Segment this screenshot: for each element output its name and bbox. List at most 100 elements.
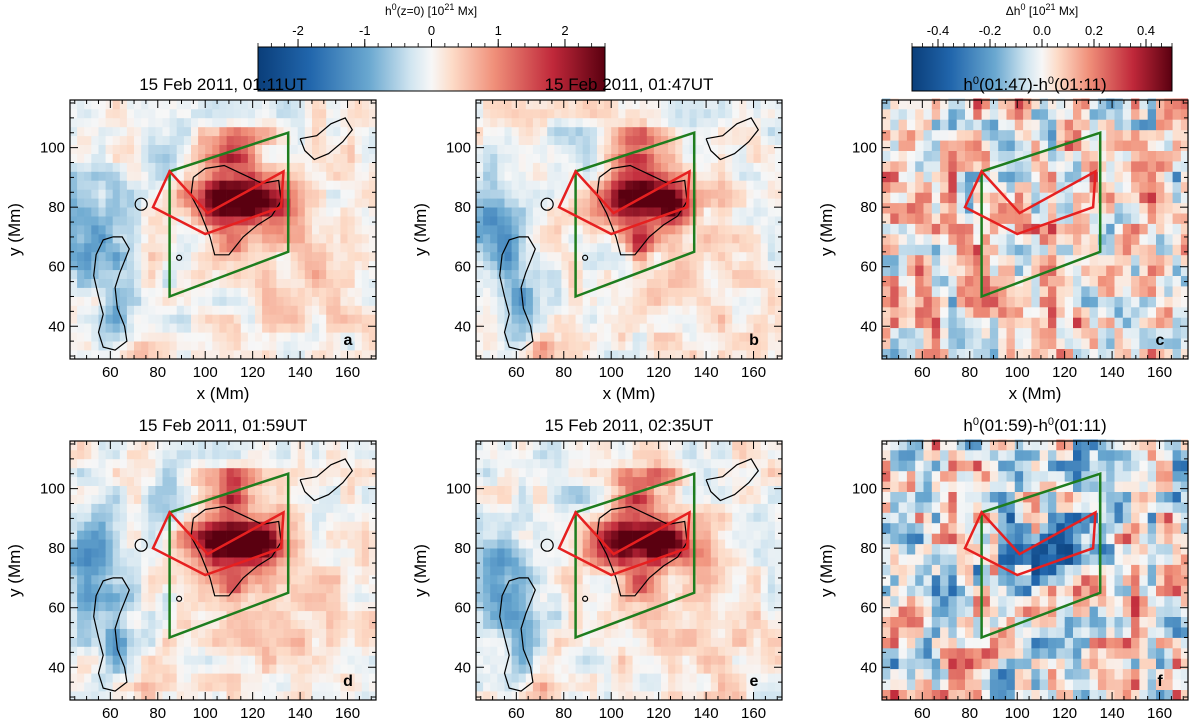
heatmap-cell <box>226 260 235 271</box>
heatmap-cell <box>169 441 178 451</box>
heatmap-cell <box>205 566 213 576</box>
heatmap-cell <box>1081 327 1090 339</box>
heatmap-cell <box>923 244 933 256</box>
heatmap-cell <box>518 189 527 199</box>
heatmap-cell <box>205 449 213 460</box>
heatmap-cell <box>77 144 85 154</box>
heatmap-cell <box>1039 213 1049 224</box>
heatmap-cell <box>77 512 85 522</box>
heatmap-cell <box>540 180 548 190</box>
heatmap-cell <box>233 592 242 603</box>
heatmap-cell <box>504 350 512 359</box>
heatmap-cell <box>1014 161 1024 172</box>
heatmap-cell <box>504 135 512 145</box>
heatmap-cell <box>119 601 128 612</box>
heatmap-cell <box>98 601 106 612</box>
heatmap-cell <box>948 317 958 329</box>
heatmap-cell <box>760 269 769 279</box>
heatmap-cell <box>956 296 966 308</box>
heatmap-cell <box>518 117 527 128</box>
heatmap-cell <box>625 153 633 163</box>
heatmap-cell <box>70 655 78 665</box>
heatmap-cell <box>162 189 170 199</box>
heatmap-cell <box>283 601 291 612</box>
heatmap-cell <box>696 225 705 235</box>
heatmap-cell <box>347 323 355 333</box>
heatmap-cell <box>1114 171 1124 183</box>
heatmap-cell <box>205 691 213 700</box>
heatmap-cell <box>354 126 363 137</box>
heatmap-cell <box>91 269 99 279</box>
heatmap-cell <box>1122 171 1132 183</box>
heatmap-cell <box>105 691 114 700</box>
heatmap-cell <box>575 117 584 128</box>
heatmap-cell <box>675 234 683 244</box>
heatmap-cell <box>368 251 376 262</box>
heatmap-cell <box>476 108 484 119</box>
heatmap-cell <box>611 287 619 297</box>
heatmap-cell <box>675 260 683 271</box>
heatmap-cell <box>923 327 933 339</box>
heatmap-cell <box>497 207 505 217</box>
heatmap-cell <box>597 153 605 163</box>
heatmap-cell <box>240 278 249 288</box>
heatmap-cell <box>247 234 256 244</box>
heatmap-cell <box>297 458 306 469</box>
heatmap-cell <box>639 153 648 163</box>
heatmap-cell <box>476 180 484 190</box>
heatmap-cell <box>661 278 669 288</box>
heatmap-cell <box>1073 234 1082 245</box>
heatmap-cell <box>532 117 541 128</box>
heatmap-cell <box>283 332 291 342</box>
heatmap-cell <box>333 610 341 620</box>
heatmap-cell <box>753 278 761 288</box>
heatmap-cell <box>354 189 363 199</box>
heatmap-cell <box>718 242 726 253</box>
heatmap-cell <box>269 350 277 359</box>
heatmap-cell <box>739 135 747 145</box>
heatmap-cell <box>575 323 584 333</box>
heatmap-cell <box>675 278 683 288</box>
heatmap-cell <box>276 117 284 128</box>
heatmap-cell <box>290 260 299 271</box>
heatmap-cell <box>119 198 128 208</box>
heatmap-cell <box>77 637 85 647</box>
heatmap-cell <box>255 476 263 486</box>
heatmap-cell <box>1081 140 1090 151</box>
heatmap-cell <box>931 181 941 193</box>
heatmap-cell <box>923 129 933 141</box>
heatmap-cell <box>283 314 291 324</box>
heatmap-cell <box>981 338 991 349</box>
heatmap-cell <box>1147 181 1157 193</box>
heatmap-cell <box>262 646 270 656</box>
heatmap-cell <box>119 100 128 110</box>
heatmap-cell <box>226 278 235 288</box>
heatmap-cell <box>247 494 256 504</box>
heatmap-cell <box>312 682 320 692</box>
heatmap-cell <box>148 135 156 145</box>
heatmap-cell <box>269 458 277 469</box>
heatmap-cell <box>504 234 512 244</box>
heatmap-cell <box>582 269 591 279</box>
heatmap-cell <box>183 503 192 513</box>
heatmap-cell <box>126 485 135 495</box>
heatmap-cell <box>269 189 277 199</box>
heatmap-cell <box>326 350 334 359</box>
heatmap-cell <box>148 207 156 217</box>
heatmap-cell <box>1164 234 1173 245</box>
heatmap-cell <box>141 242 149 253</box>
heatmap-cell <box>611 314 619 324</box>
contour-line <box>190 164 282 256</box>
heatmap-cell <box>1006 108 1016 120</box>
heatmap-cell <box>77 189 85 199</box>
heatmap-cell <box>675 198 683 208</box>
heatmap-cell <box>84 296 92 306</box>
heatmap-cell <box>561 180 569 190</box>
heatmap-cell <box>561 117 569 128</box>
heatmap-cell <box>774 341 782 351</box>
heatmap-cell <box>689 296 697 306</box>
heatmap-cell <box>126 144 135 154</box>
heatmap-cell <box>1081 234 1090 245</box>
heatmap-cell <box>70 100 78 110</box>
heatmap-cell <box>1139 306 1149 318</box>
